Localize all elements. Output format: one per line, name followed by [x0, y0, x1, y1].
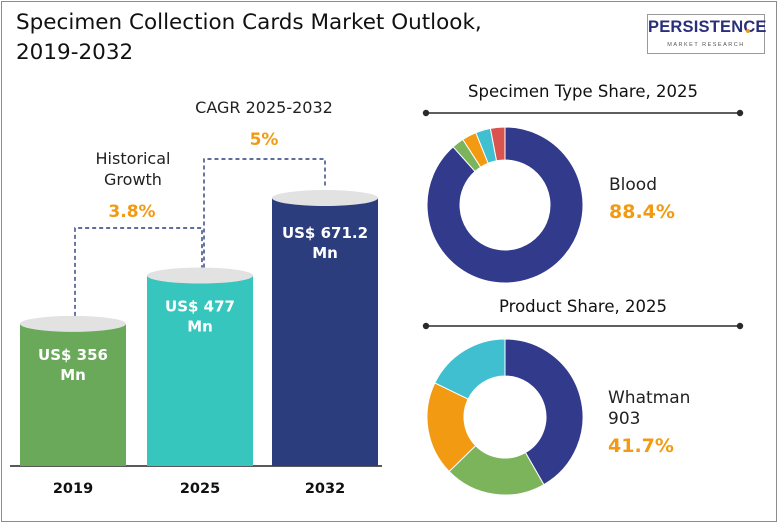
donut-slice: [434, 338, 506, 400]
title-rule-dot: [422, 109, 430, 117]
historical-growth-value: 3.8%: [108, 202, 155, 222]
donut-title: Specimen Type Share, 2025: [468, 82, 698, 101]
bar-value-label: US$ 356: [38, 346, 108, 364]
title-rule-dot: [422, 322, 430, 330]
x-tick-label: 2025: [180, 481, 220, 497]
title-rule-dot: [736, 322, 744, 330]
x-tick-label: 2019: [53, 481, 93, 497]
donut-slice: [426, 126, 584, 284]
title-line-1: Specimen Collection Cards Market Outlook…: [16, 10, 482, 35]
cagr-label: CAGR 2025-2032: [195, 98, 333, 117]
logo-dot: [746, 29, 750, 33]
cagr-connector: [203, 158, 326, 268]
highlight-label: Blood: [609, 175, 657, 195]
donut-slice: [489, 126, 506, 162]
bar-2025: [147, 275, 253, 466]
bar-value-label: Mn: [312, 244, 338, 262]
bar-value-label: Mn: [60, 366, 86, 384]
bar-top-2032: [272, 190, 378, 206]
highlight-label: 903: [608, 409, 640, 429]
historical-growth-connector: [74, 227, 203, 316]
historical-growth-label: Historical: [96, 149, 171, 168]
donut-slice: [504, 338, 584, 486]
title-rule-dot: [736, 109, 744, 117]
cagr-value: 5%: [250, 130, 279, 150]
bar-top-2019: [20, 315, 126, 332]
bar-value-label: US$ 477: [165, 298, 235, 316]
bar-value-label: US$ 671.2: [282, 224, 368, 242]
specimen-type-donut: Specimen Type Share, 2025 Blood 88.4%: [422, 82, 744, 284]
bar-value-label: Mn: [187, 318, 213, 336]
bar-2032: [272, 198, 378, 466]
logo: PERSISTENCE MARKET RESEARCH: [647, 14, 767, 54]
logo-tagline: MARKET RESEARCH: [667, 42, 745, 48]
title-line-2: 2019-2032: [16, 40, 134, 65]
bar-chart: US$ 356 Mn 2019 US$ 477 Mn 2025 US$ 671.2 Mn 203…: [10, 98, 382, 497]
highlight-label: Whatman: [608, 388, 690, 408]
highlight-value: 41.7%: [608, 435, 674, 457]
logo-name: PERSISTENCE: [648, 18, 767, 36]
x-tick-label: 2032: [305, 481, 345, 497]
donut-title: Product Share, 2025: [499, 297, 667, 316]
highlight-value: 88.4%: [609, 201, 675, 223]
page-title: Specimen Collection Cards Market Outlook…: [16, 8, 576, 68]
bar-2019: [20, 323, 126, 466]
bar-top-2025: [147, 267, 253, 284]
historical-growth-label: Growth: [104, 170, 162, 189]
